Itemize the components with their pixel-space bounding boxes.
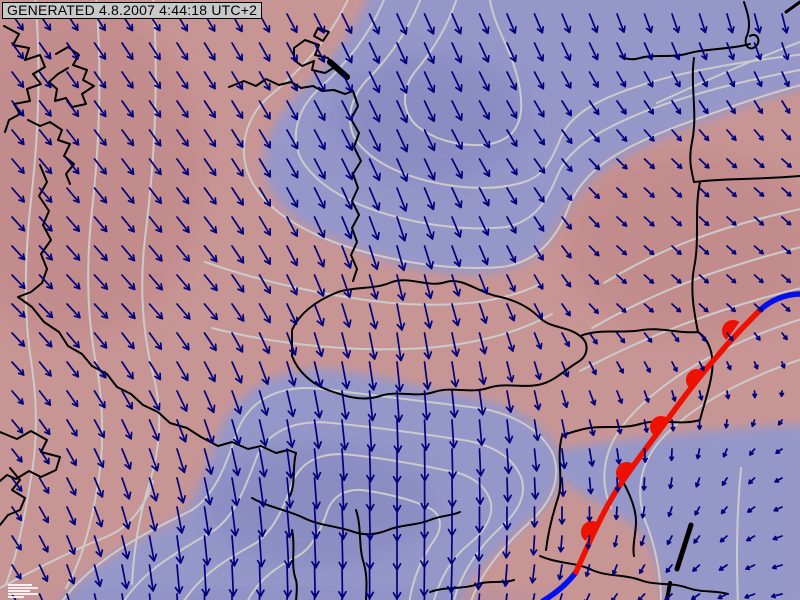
watermark-row xyxy=(8,593,38,595)
watermark-row xyxy=(8,590,30,592)
watermark-row xyxy=(8,596,24,598)
watermark-row xyxy=(8,587,38,589)
watermark-row xyxy=(8,584,32,586)
weather-front-layer xyxy=(540,291,800,600)
wind-arrow-layer xyxy=(11,13,792,600)
watermark-logo xyxy=(8,584,42,599)
generated-timestamp-label: GENERATED 4.8.2007 4:44:18 UTC+2 xyxy=(2,2,263,19)
